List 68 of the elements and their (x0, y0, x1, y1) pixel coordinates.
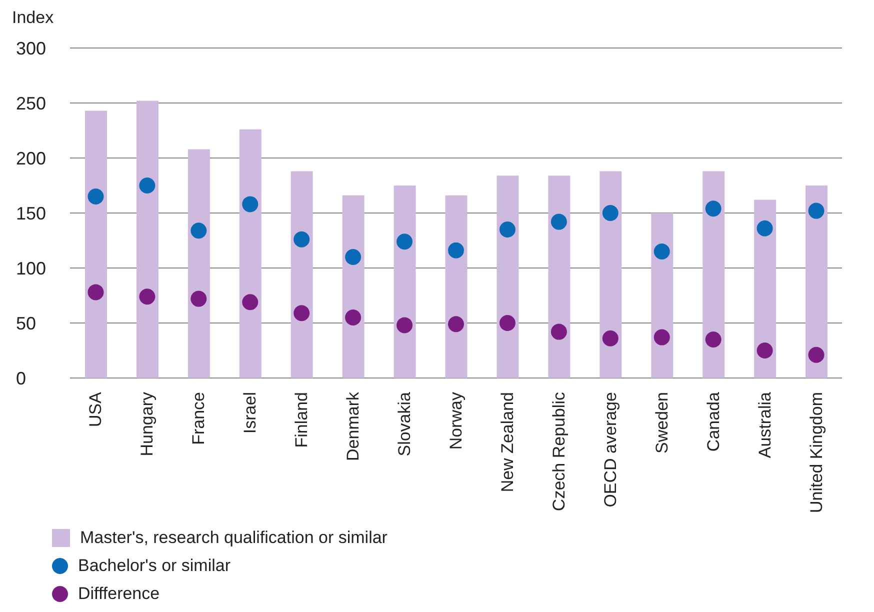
bar (188, 149, 210, 378)
point (808, 346, 824, 363)
point (345, 249, 362, 265)
y-tick-label: 300 (16, 38, 46, 58)
x-tick-label: France (189, 392, 208, 445)
point (705, 200, 722, 217)
point (396, 234, 413, 250)
point (808, 202, 824, 219)
point (139, 178, 156, 194)
point (190, 222, 207, 239)
legend-label: Master's, research qualification or similar (80, 528, 388, 548)
point (654, 329, 670, 346)
bar (496, 176, 519, 378)
bar (85, 110, 107, 378)
legend-label: Bachelor's or similar (78, 556, 231, 576)
point (499, 315, 516, 331)
legend-label: Diffference (78, 584, 160, 604)
bar (290, 171, 313, 378)
point (242, 294, 258, 310)
point (705, 332, 722, 348)
point (654, 244, 670, 260)
x-tick-label: USA (86, 391, 106, 427)
bar (702, 171, 725, 378)
x-tick-label: Canada (704, 391, 723, 452)
point (550, 324, 567, 340)
x-tick-label: New Zealand (498, 392, 517, 492)
point (294, 305, 310, 322)
x-tick-label: Hungary (138, 392, 157, 456)
bar (548, 176, 570, 378)
y-tick-label: 0 (16, 368, 26, 388)
bar (394, 186, 416, 378)
x-tick-label: Israel (240, 392, 260, 434)
x-tick-label: Sweden (652, 392, 672, 454)
y-tick-label: 250 (16, 93, 46, 114)
y-tick-label: 100 (16, 258, 46, 278)
point (602, 205, 618, 221)
x-tick-label: Finland (292, 392, 312, 448)
point (602, 330, 618, 346)
point (242, 196, 258, 212)
point (550, 214, 567, 230)
point (190, 290, 207, 307)
y-axis-title: Index (12, 8, 55, 28)
point (294, 231, 310, 248)
point (396, 317, 413, 334)
point (756, 220, 773, 236)
point (448, 242, 464, 258)
bar (806, 186, 828, 378)
point (499, 222, 516, 238)
y-tick-label: 150 (16, 203, 46, 224)
x-tick-label: Norway (446, 392, 466, 450)
y-tick-label: 200 (16, 148, 46, 168)
x-tick-label: Australia (755, 391, 774, 458)
point (345, 310, 362, 326)
x-tick-label: Denmark (344, 392, 363, 461)
bar (342, 195, 364, 378)
point (448, 316, 464, 332)
bar (239, 129, 262, 378)
point (139, 288, 156, 305)
x-tick-label: OECD average (600, 392, 620, 508)
bar (600, 171, 622, 378)
x-tick-label: United Kingdom (806, 392, 826, 513)
point (88, 284, 104, 300)
point (88, 188, 104, 204)
x-tick-label: Slovakia (395, 391, 414, 456)
x-tick-label: Czech Republic (549, 392, 568, 512)
point (756, 342, 773, 358)
y-tick-label: 50 (16, 313, 36, 334)
bar (136, 100, 158, 378)
